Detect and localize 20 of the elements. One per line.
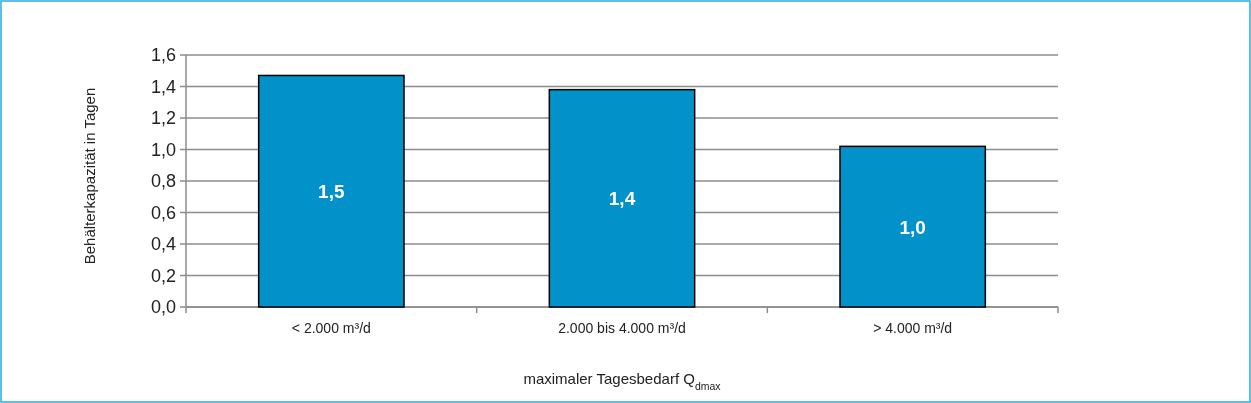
- y-tick-label: 1,4: [150, 76, 176, 97]
- data-label: 1,4: [608, 188, 636, 210]
- y-tick-label: 0,8: [150, 171, 176, 192]
- y-tick-label: 0,4: [150, 234, 176, 255]
- y-tick-label: 0,6: [150, 202, 176, 223]
- y-axis-title: Behälterkapazität in Tagen: [81, 87, 98, 265]
- bar: [839, 145, 987, 308]
- x-tick-label: < 2.000 m³/d: [291, 320, 371, 336]
- y-tick-label: 1,6: [150, 45, 176, 66]
- y-tick-label: 1,0: [150, 139, 176, 160]
- y-tick-label: 0,2: [150, 265, 176, 286]
- x-tick-label: > 4.000 m³/d: [873, 320, 953, 336]
- y-tick-label: 0,0: [150, 297, 176, 318]
- data-label: 1,0: [899, 216, 926, 238]
- data-label: 1,5: [318, 181, 345, 203]
- x-tick-label: 2.000 bis 4.000 m³/d: [558, 320, 686, 336]
- y-tick-label: 1,2: [150, 108, 176, 129]
- bar: [257, 74, 405, 308]
- bar: [548, 88, 696, 308]
- x-axis-title: maximaler Tagesbedarf Q$_{dmax}$: [523, 370, 722, 392]
